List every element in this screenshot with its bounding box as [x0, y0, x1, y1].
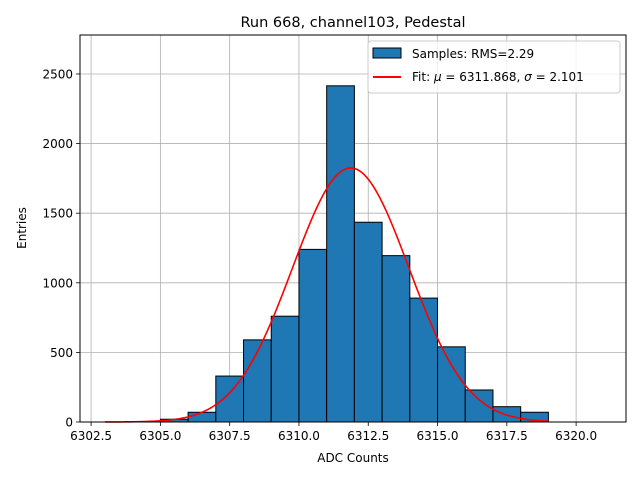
x-axis-label: ADC Counts: [317, 451, 389, 465]
histogram-bar: [381, 255, 411, 423]
x-tick-label: 6302.5: [70, 429, 112, 443]
y-tick-label: 2000: [42, 137, 73, 151]
histogram-bar: [353, 221, 383, 423]
chart-title: Run 668, channel103, Pedestal: [240, 15, 465, 31]
legend-samples-label: Samples: RMS=2.29: [412, 47, 534, 61]
legend-box: [367, 40, 621, 94]
y-tick-label: 2500: [42, 67, 73, 81]
y-tick-label: 500: [50, 346, 73, 360]
y-tick-label: 1500: [42, 207, 73, 221]
y-tick-label: 0: [65, 416, 73, 430]
histogram-bar: [409, 297, 439, 423]
histogram-bar: [437, 346, 466, 423]
x-axis-ticks: 6302.5 6305.0 6307.5 6310.0 6312.5 6315.0 6317…: [70, 422, 597, 443]
legend-samples-swatch: [372, 47, 402, 59]
histogram-bar: [187, 411, 217, 423]
histogram-bar: [326, 85, 355, 423]
histogram-bars: [159, 85, 549, 423]
plot-frame: [79, 34, 627, 423]
y-tick-label: 1000: [42, 276, 73, 290]
x-tick-label: 6305.0: [139, 429, 181, 443]
fit-curve-layer: [104, 167, 549, 423]
histogram-bar: [270, 315, 300, 423]
x-tick-label: 6312.5: [347, 429, 389, 443]
y-axis-ticks: 0 500 1000 1500 2000 2500: [42, 67, 80, 430]
x-tick-label: 6315.0: [417, 429, 459, 443]
fit-curve: [104, 167, 549, 423]
histogram-bar: [298, 248, 328, 423]
x-tick-label: 6317.5: [486, 429, 528, 443]
x-tick-label: 6307.5: [209, 429, 251, 443]
x-tick-label: 6310.0: [278, 429, 320, 443]
x-tick-label: 6320.0: [555, 429, 597, 443]
legend: Samples: RMS=2.29 Fit: μ = 6311.868, σ =…: [367, 40, 621, 94]
histogram-bar: [215, 375, 245, 423]
y-axis-label: Entries: [15, 207, 29, 249]
legend-fit-label: Fit: μ = 6311.868, σ = 2.101: [412, 70, 584, 84]
